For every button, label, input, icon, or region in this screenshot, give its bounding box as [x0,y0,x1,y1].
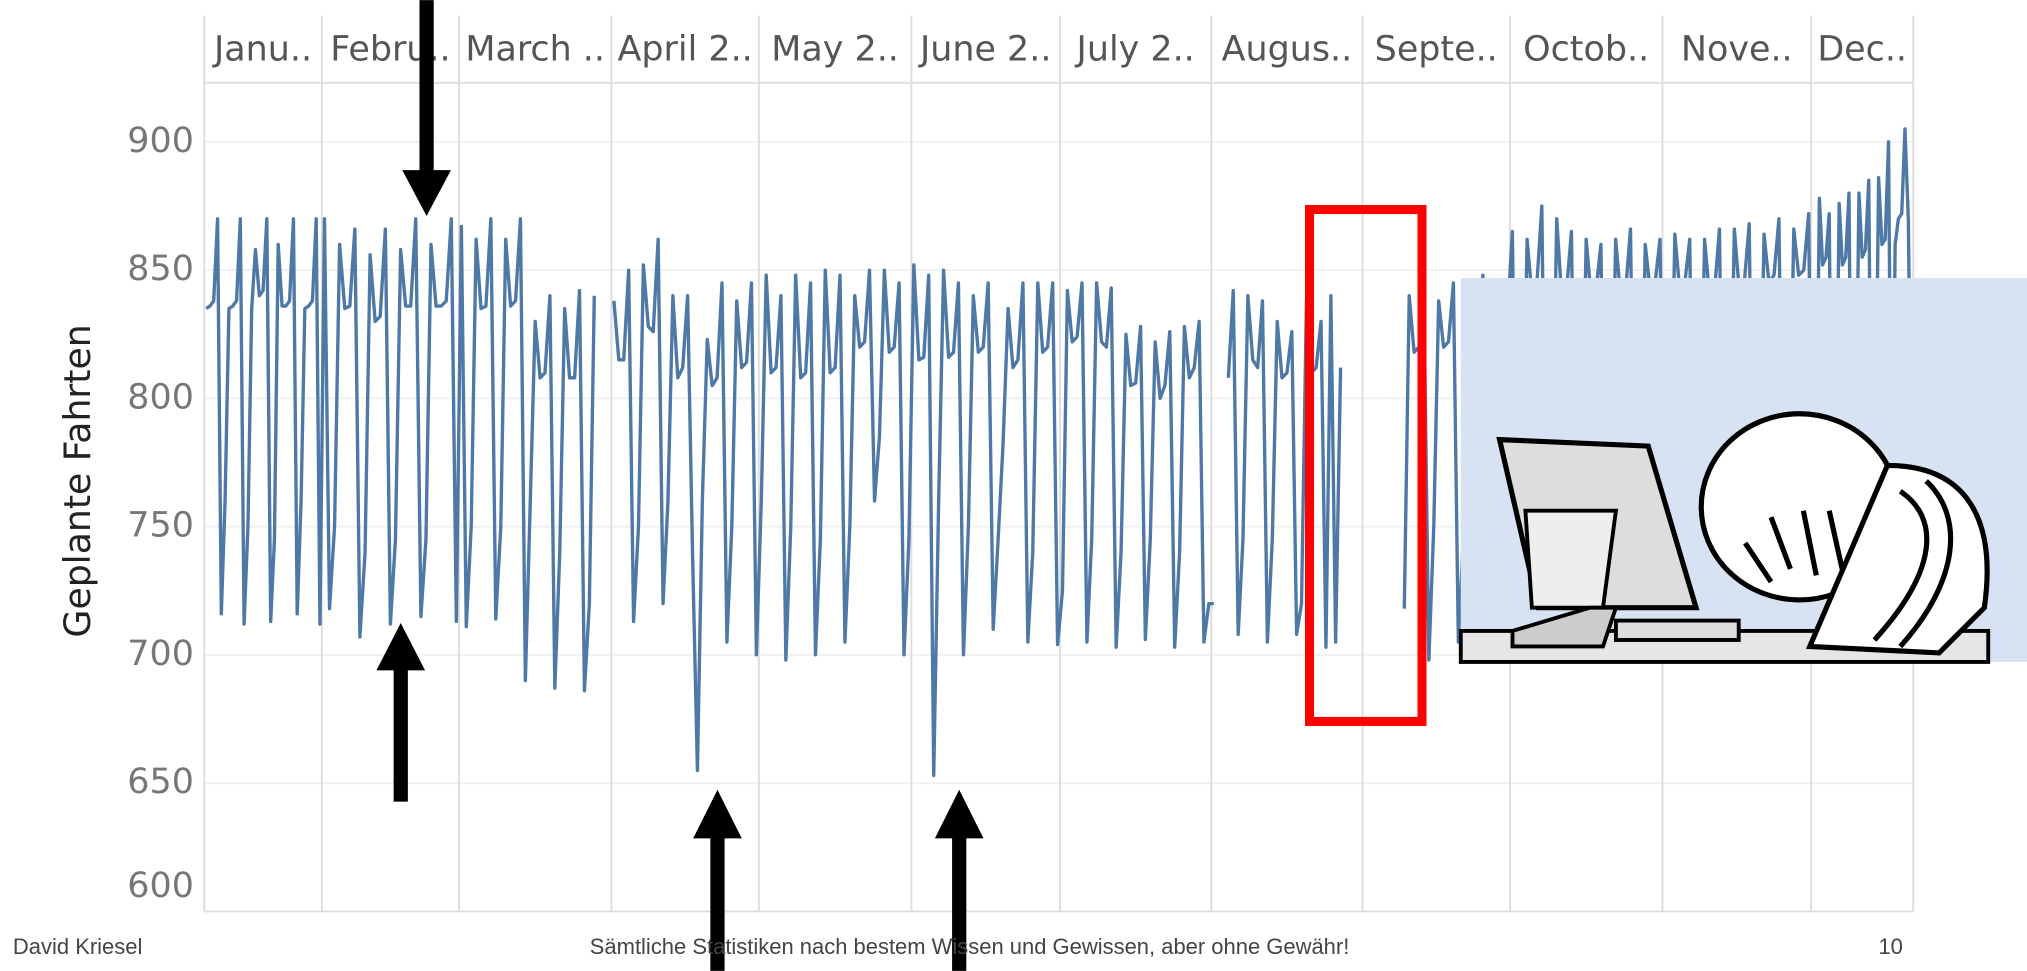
y-tick-label: 600 [127,866,194,906]
month-header: May 2.. [771,29,899,69]
month-header: Octob.. [1523,29,1649,69]
slide: 600650700750800850900Janu..Febru..March … [0,0,2027,971]
month-header: Dec.. [1817,29,1907,69]
month-header: Nove.. [1681,29,1793,69]
y-tick-label: 850 [127,249,194,289]
arrows [377,0,982,971]
footer-author: David Kriesel [13,934,142,959]
page-number: 10 [1878,934,1902,959]
y-tick-label: 700 [127,634,194,674]
meme-image [1461,278,2027,662]
y-tick-label: 750 [127,506,194,546]
y-tick-label: 650 [127,762,194,802]
month-header: June 2.. [918,29,1051,69]
month-header: July 2.. [1075,29,1195,69]
month-header: March .. [465,29,605,69]
month-header: April 2.. [618,29,753,69]
y-axis-label: Geplante Fahrten [56,324,99,637]
month-header: Janu.. [212,29,312,69]
month-header: Septe.. [1375,29,1498,69]
y-tick-label: 900 [127,121,194,161]
month-header: Augus.. [1222,29,1353,69]
footer-disclaimer: Sämtliche Statistiken nach bestem Wissen… [590,934,1350,959]
y-tick-label: 800 [127,377,194,417]
page: {"chart_data":{"type":"line","y_label":"… [0,0,2027,971]
